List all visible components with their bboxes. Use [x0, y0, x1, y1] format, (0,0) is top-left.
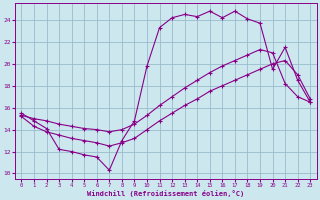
X-axis label: Windchill (Refroidissement éolien,°C): Windchill (Refroidissement éolien,°C) — [87, 190, 244, 197]
